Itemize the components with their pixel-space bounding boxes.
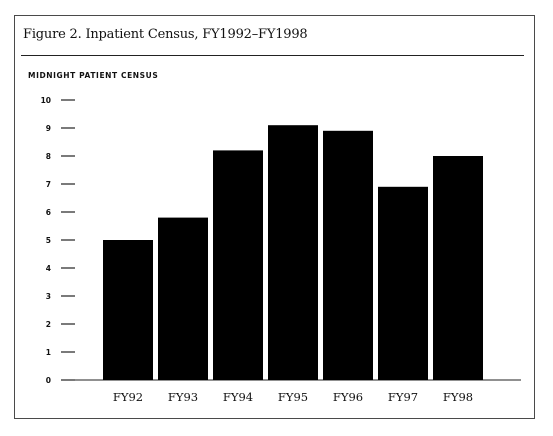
y-tick-label: 9	[46, 124, 51, 133]
y-tick-label: 7	[46, 180, 51, 189]
chart-title: Figure 2. Inpatient Census, FY1992–FY199…	[23, 27, 308, 42]
y-tick-label: 10	[41, 96, 51, 105]
figure-frame: Figure 2. Inpatient Census, FY1992–FY199…	[14, 15, 535, 419]
bar	[323, 130, 373, 380]
x-tick-label: FY93	[168, 390, 198, 404]
x-tick-label: FY92	[113, 390, 143, 404]
bar	[103, 240, 153, 380]
title-rule	[21, 55, 524, 56]
y-axis-label: MIDNIGHT PATIENT CENSUS	[28, 71, 159, 80]
y-tick-label: 3	[46, 292, 51, 301]
y-tick-label: 1	[46, 348, 51, 357]
y-tick-label: 4	[46, 264, 51, 273]
bar	[158, 217, 208, 380]
x-tick-label: FY98	[443, 390, 473, 404]
x-tick-label: FY97	[388, 390, 418, 404]
bar-chart: 0 1 2 3 4 5 6 7 8 9 10 FY92 FY93 FY94 FY95 FY96 FY97 FY98	[41, 96, 521, 404]
x-tick-label: FY96	[333, 390, 363, 404]
bar	[433, 156, 483, 380]
y-tick-label: 6	[46, 208, 51, 217]
bar	[378, 186, 428, 380]
x-tick-label: FY95	[278, 390, 308, 404]
y-tick-label: 0	[46, 376, 51, 385]
y-tick-label: 2	[46, 320, 51, 329]
y-tick-label: 8	[46, 152, 51, 161]
y-tick-label: 5	[46, 236, 51, 245]
x-tick-label: FY94	[223, 390, 253, 404]
bar	[268, 125, 318, 380]
bar	[213, 150, 263, 380]
